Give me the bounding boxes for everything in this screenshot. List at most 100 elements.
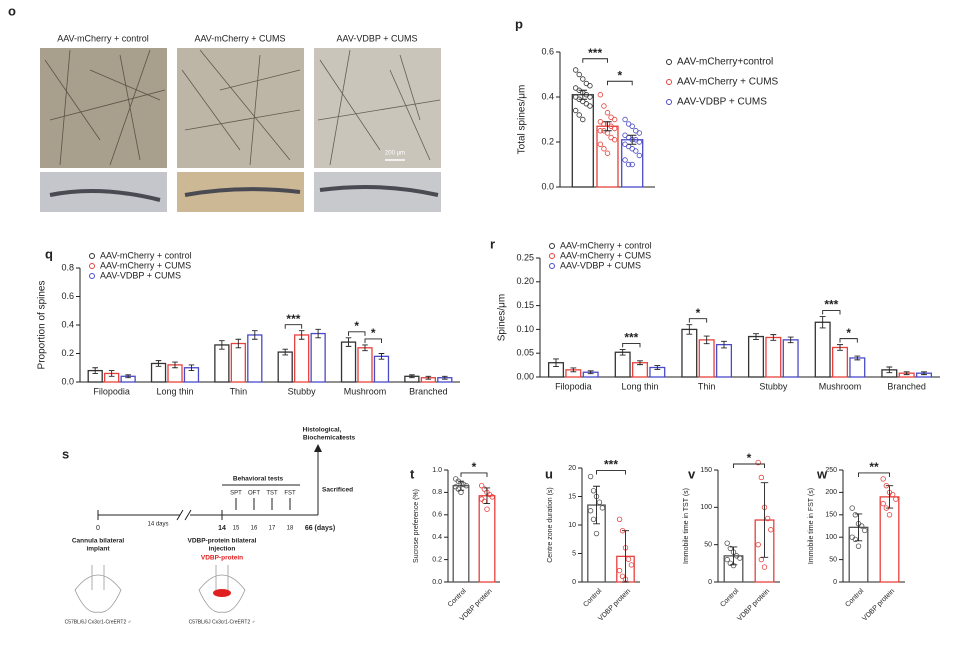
significance-label: **: [869, 460, 879, 474]
y-tick-label: 10: [568, 522, 576, 529]
day-label: 16: [251, 526, 258, 532]
data-point: [633, 148, 639, 154]
panel-letter: o: [8, 3, 16, 18]
y-tick-label: 0.10: [516, 324, 534, 334]
data-point: [616, 516, 623, 522]
data-point: [611, 137, 618, 143]
y-tick-label: 1.0: [432, 467, 442, 474]
y-tick-label: 0: [833, 579, 837, 586]
end-tests: tests: [340, 435, 356, 442]
error-bar: [622, 530, 629, 583]
dendrite-texture: [44, 49, 441, 166]
data-point: [855, 543, 862, 549]
day-label: 66 (days): [305, 525, 335, 532]
bar: [452, 485, 470, 583]
bar: [814, 321, 831, 378]
y-tick-label: 0.20: [516, 276, 534, 286]
x-tick-label: Long thin: [156, 386, 193, 396]
y-axis-label: Immobile time in TST (s): [683, 488, 690, 564]
error-bar: [235, 338, 242, 349]
legend-label: AAV-mCherry + CUMS: [560, 250, 651, 260]
x-tick-label: VDBP protein: [861, 588, 896, 623]
data-point: [611, 125, 618, 132]
end-tests: Histological,: [303, 427, 342, 434]
error-bar: [593, 485, 600, 525]
legend-label: AAV-mCherry + control: [560, 240, 652, 250]
significance-bracket: [822, 310, 841, 315]
error-bar: [837, 344, 843, 351]
data-point: [636, 139, 643, 145]
data-point: [463, 482, 470, 489]
data-point: [587, 94, 593, 100]
error-bar: [854, 513, 863, 542]
y-axis-label: Total spines/μm: [517, 85, 528, 155]
bar: [373, 355, 390, 383]
significance-bracket: [688, 318, 708, 323]
mouse-label: C57BL/6J Cx3cr1-CreERT2 ♂: [189, 619, 256, 625]
y-tick-label: 0.15: [516, 300, 534, 310]
x-tick-label: Thin: [698, 381, 716, 391]
brain-sketch: [74, 565, 246, 613]
data-point: [852, 536, 859, 543]
significance-bracket: [582, 58, 608, 63]
x-tick-label: Branched: [409, 386, 448, 396]
y-tick-label: 0.2: [432, 556, 442, 563]
data-point: [893, 496, 899, 502]
error-bar: [378, 353, 385, 360]
data-point: [484, 506, 490, 512]
legend-label: AAV-mCherry + control: [100, 250, 192, 260]
error-bar: [819, 316, 826, 329]
error-bar: [729, 546, 738, 566]
bar: [247, 334, 263, 383]
data-point: [849, 505, 855, 511]
error-bar: [92, 367, 98, 374]
bar: [277, 351, 293, 383]
significance-bracket: [596, 470, 626, 475]
bar: [747, 335, 765, 378]
y-tick-label: 0: [708, 579, 712, 586]
bar: [782, 339, 799, 378]
day-label: 18: [287, 526, 294, 532]
test-label: FST: [284, 491, 296, 497]
data-point: [572, 67, 579, 73]
image-label: AAV-mCherry + CUMS: [194, 33, 285, 43]
timeline: s 0 14 days 14 15 16 17 18 66 (days) Beh…: [62, 427, 356, 626]
panel-letter: r: [490, 236, 495, 251]
error-bar: [345, 337, 352, 347]
data-point: [880, 500, 886, 507]
y-tick-label: 0.0: [432, 579, 442, 586]
break-mark: [176, 509, 192, 521]
legend-label: AAV-mCherry + CUMS: [100, 260, 191, 270]
arrow-head: [314, 444, 322, 452]
bar: [214, 344, 230, 383]
data-point: [625, 161, 632, 168]
significance-bracket: [622, 342, 641, 348]
error-bar: [483, 487, 491, 505]
significance-bracket: [348, 331, 366, 336]
data-point: [596, 499, 603, 505]
error-bar: [628, 134, 637, 145]
bar: [357, 347, 373, 383]
y-tick-label: 0.0: [61, 376, 74, 386]
data-point: [489, 494, 496, 500]
error-bar: [108, 370, 115, 377]
error-bar: [188, 364, 195, 372]
bar: [879, 496, 900, 583]
dendrite: [49, 184, 439, 202]
legend-marker: [666, 99, 672, 105]
error-bar: [298, 330, 305, 340]
end-tests: Biochemical: [303, 435, 341, 442]
sacrificed-label: Sacrificed: [322, 487, 353, 494]
error-bar: [282, 348, 288, 356]
data-point: [597, 92, 604, 98]
x-tick-label: Thin: [230, 386, 248, 396]
y-tick-label: 0.6: [61, 291, 74, 301]
data-point: [724, 540, 730, 546]
x-tick-label: Control: [582, 587, 603, 608]
significance-label: ***: [286, 312, 300, 326]
significance-label: ***: [824, 298, 838, 312]
x-tick-label: Stubby: [759, 381, 788, 391]
data-point: [604, 150, 611, 156]
significance-label: *: [618, 68, 623, 82]
